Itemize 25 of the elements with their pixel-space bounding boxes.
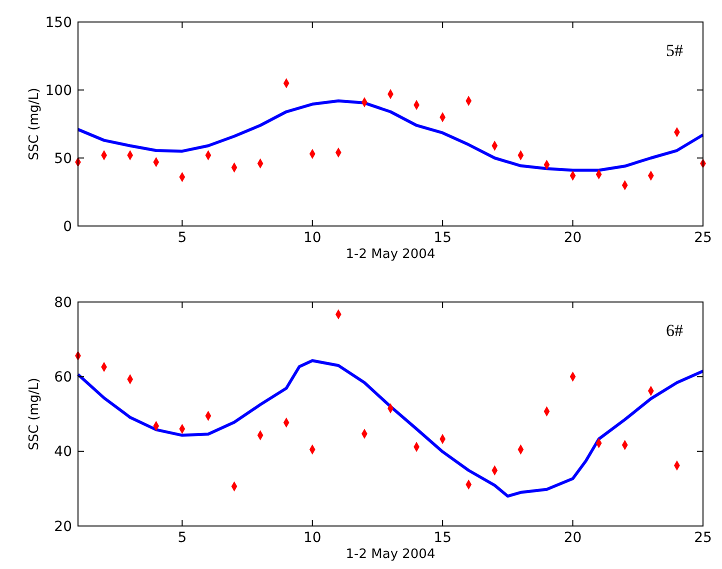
x-tick-label: 5 <box>178 230 187 246</box>
annotation: 5# <box>666 41 684 60</box>
x-tick-label: 10 <box>303 530 322 546</box>
y-axis-title: SSC (mg/L) <box>27 378 42 450</box>
y-tick-label: 80 <box>54 294 72 311</box>
x-axis-title: 1-2 May 2004 <box>346 247 436 262</box>
y-axis-title: SSC (mg/L) <box>27 88 42 160</box>
y-tick-label: 100 <box>45 82 72 99</box>
x-tick-label: 25 <box>694 230 712 246</box>
annotation: 6# <box>666 321 684 340</box>
y-tick-label: 50 <box>54 150 72 167</box>
x-tick-label: 25 <box>694 530 712 546</box>
y-tick-label: 20 <box>54 518 72 535</box>
y-tick-label: 0 <box>63 218 72 235</box>
x-tick-label: 15 <box>434 230 452 246</box>
x-tick-label: 20 <box>564 230 582 246</box>
x-axis-title: 1-2 May 2004 <box>346 547 436 562</box>
x-tick-label: 10 <box>303 230 322 246</box>
y-tick-label: 60 <box>54 370 72 386</box>
x-tick-label: 5 <box>178 530 187 546</box>
line-series <box>76 359 704 498</box>
y-tick-label: 40 <box>54 444 72 460</box>
x-tick-label: 20 <box>564 530 582 546</box>
x-tick-label: 15 <box>434 530 452 546</box>
y-tick-label: 150 <box>45 14 72 31</box>
